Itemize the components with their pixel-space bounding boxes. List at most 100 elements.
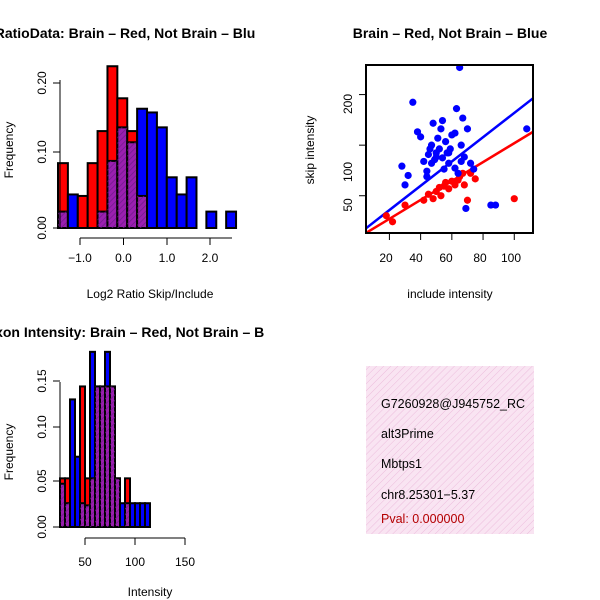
scatter-point [438, 154, 447, 162]
scatter-point [423, 167, 431, 175]
histogram-overlap-hatch [80, 503, 85, 527]
scatter-title: Brain – Red, Not Brain – Blue [353, 25, 548, 41]
scatter-point [382, 212, 390, 220]
scatter-xlabel: include intensity [407, 287, 492, 301]
histogram-overlap-hatch [110, 386, 115, 527]
intensity-scatter: Brain – Red, Not Brain – Blue 20 40 60 8… [303, 25, 547, 301]
scatter-ticks [359, 94, 515, 240]
scatter-point [463, 125, 472, 133]
ratio-xtick: 1.0 [159, 251, 176, 265]
histogram-bar [185, 176, 198, 230]
scatter-xtick: 20 [379, 251, 393, 265]
scatter-point [445, 149, 453, 157]
scatter-point [398, 162, 406, 170]
scatter-plot-frame [365, 64, 534, 234]
scatter-xtick: 60 [439, 251, 453, 265]
histogram-bar [146, 111, 158, 229]
scatter-point [510, 195, 518, 203]
histogram-overlap-hatch [125, 503, 130, 527]
histogram-overlap-hatch [117, 127, 128, 228]
intensity-xtick: 100 [125, 555, 145, 569]
histogram-bar [86, 162, 99, 230]
scatter-point [423, 172, 431, 181]
ratio-ytick: 0.10 [35, 140, 49, 164]
scatter-ytick: 50 [341, 198, 355, 212]
scatter-point [457, 141, 465, 149]
intensity-xtick: 150 [175, 555, 195, 569]
histogram-overlap-hatch [65, 503, 70, 527]
scatter-point [441, 137, 450, 146]
scatter-point [437, 125, 445, 133]
scatter-xtick: 100 [501, 251, 521, 265]
histogram-overlap-hatch [95, 386, 100, 527]
ratio-xtick: 2.0 [202, 251, 219, 265]
histogram-overlap-hatch [115, 478, 120, 527]
histogram-bar [66, 193, 79, 229]
ratio-histogram: RatioData: Brain – Red, Not Brain – Blu … [0, 25, 255, 301]
scatter-point [523, 125, 531, 133]
histogram-overlap-hatch [107, 160, 118, 228]
info-probe-id: G7260928@J945752_RC [381, 397, 525, 411]
info-panel-hatch [366, 366, 534, 534]
ratio-xlabel: Log2 Ratio Skip/Include [87, 287, 214, 301]
scatter-ytick: 100 [341, 162, 355, 182]
scatter-point [437, 192, 445, 200]
scatter-point [427, 141, 436, 149]
scatter-point [454, 169, 462, 177]
scatter-point [471, 175, 479, 183]
ratio-xtick: 0.0 [115, 251, 132, 265]
scatter-xtick: 80 [473, 251, 487, 265]
scatter-point [445, 185, 453, 193]
histogram-bar [175, 193, 188, 229]
scatter-point [429, 119, 437, 127]
scatter-point [438, 117, 447, 125]
scatter-point [456, 65, 464, 72]
intensity-ylabel: Frequency [2, 424, 16, 481]
intensity-xtick: 50 [78, 555, 92, 569]
scatter-point [401, 201, 409, 209]
scatter-point [388, 218, 397, 226]
scatter-point [445, 159, 453, 167]
scatter-point [462, 204, 470, 213]
scatter-point [435, 145, 443, 153]
scatter-point [432, 153, 440, 161]
histogram-overlap-hatch [127, 142, 138, 228]
scatter-point [463, 196, 472, 204]
scatter-point [434, 134, 442, 142]
intensity-ytick: 0.00 [35, 515, 49, 539]
intensity-bars [59, 350, 151, 529]
histogram-overlap-hatch [137, 195, 148, 228]
intensity-ytick: 0.05 [35, 469, 49, 493]
histogram-bar [165, 176, 178, 230]
histogram-overlap-hatch [97, 211, 108, 228]
scatter-point [459, 114, 467, 122]
ratio-xtick: −1.0 [68, 251, 92, 265]
intensity-ytick: 0.15 [35, 369, 49, 393]
histogram-overlap-hatch [85, 505, 90, 527]
info-panel: G7260928@J945752_RC alt3Prime Mbtps1 chr… [366, 366, 534, 534]
histogram-overlap-hatch [90, 478, 95, 527]
info-location: chr8.25301−5.37 [381, 488, 475, 502]
scatter-point [457, 157, 465, 166]
ratio-axes [53, 80, 232, 245]
intensity-axes [53, 380, 186, 545]
ratio-ytick: 0.00 [35, 216, 49, 240]
scatter-point [420, 196, 428, 204]
ratio-ylabel: Frequency [2, 122, 16, 179]
histogram-bar [205, 210, 218, 230]
scatter-point [441, 178, 450, 187]
info-pval: Pval: 0.000000 [381, 512, 464, 526]
scatter-point [470, 165, 478, 173]
scatter-point [451, 129, 459, 137]
scatter-point [424, 190, 433, 198]
ratio-bars [57, 65, 238, 230]
scatter-point [440, 165, 448, 173]
scatter-point [452, 105, 461, 113]
histogram-overlap-hatch [60, 483, 65, 527]
scatter-point [401, 181, 409, 189]
intensity-ytick: 0.10 [35, 415, 49, 439]
scatter-ytick: 200 [341, 94, 355, 114]
ratio-ytick: 0.20 [35, 71, 49, 95]
histogram-bar [76, 194, 89, 229]
